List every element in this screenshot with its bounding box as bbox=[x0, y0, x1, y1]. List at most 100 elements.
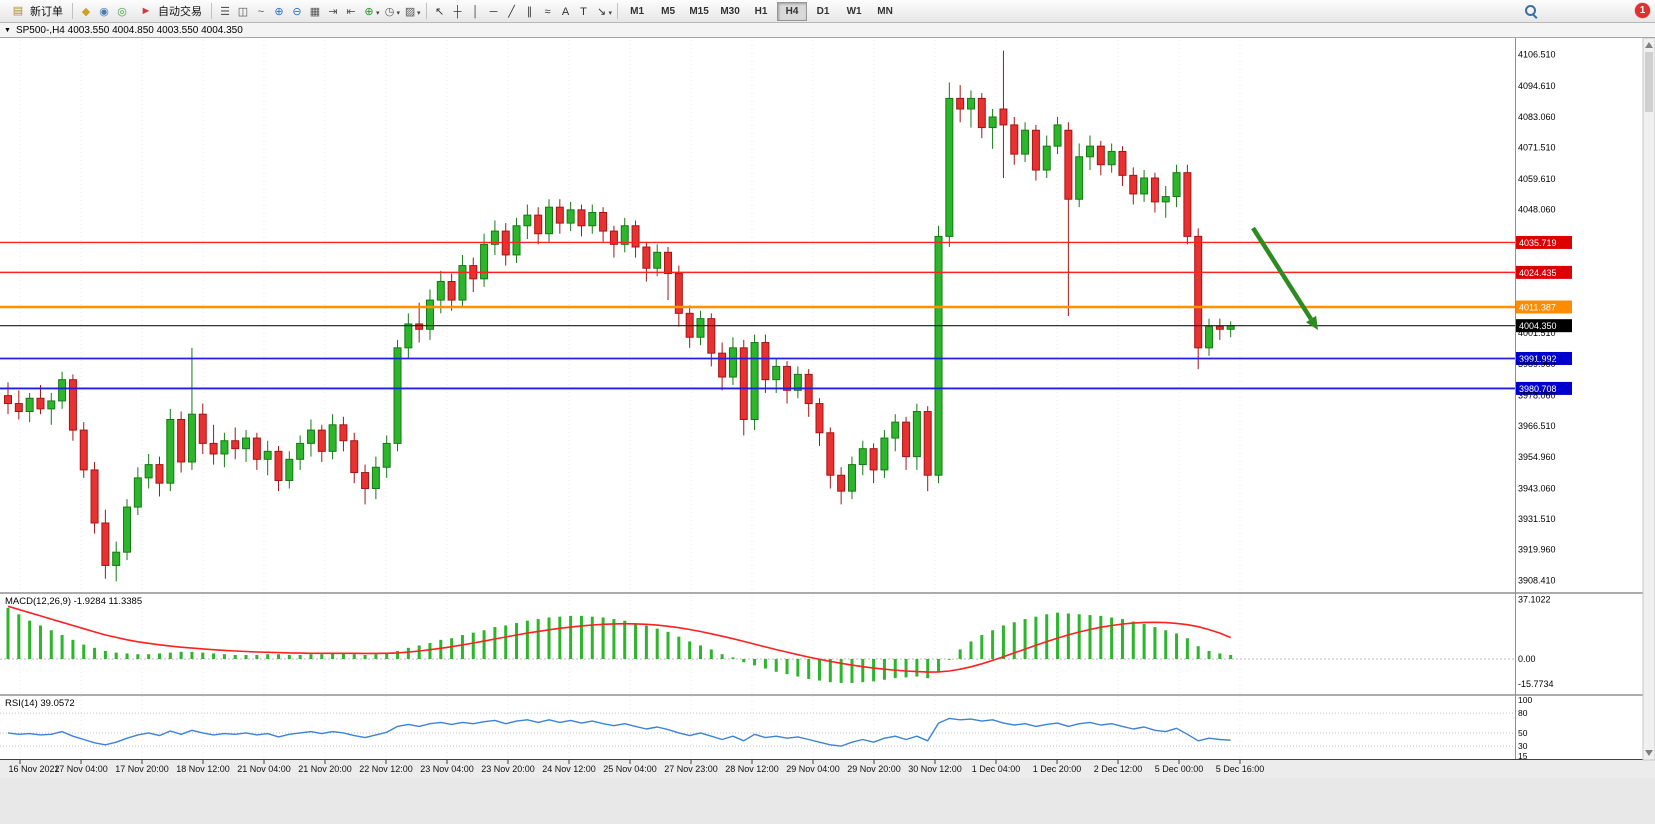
indicators-dropdown-icon[interactable]: ⊕ bbox=[364, 5, 374, 18]
arrow-annotation[interactable] bbox=[1251, 226, 1318, 330]
svg-text:16 Nov 2022: 16 Nov 2022 bbox=[8, 764, 59, 774]
toolbar-separator bbox=[425, 3, 427, 19]
svg-text:2 Dec 12:00: 2 Dec 12:00 bbox=[1094, 764, 1143, 774]
svg-text:4001.510: 4001.510 bbox=[1518, 328, 1556, 338]
svg-text:27 Nov 23:00: 27 Nov 23:00 bbox=[664, 764, 718, 774]
macd-indicator-label: MACD(12,26,9) -1.9284 11.3385 bbox=[5, 596, 143, 607]
svg-text:23 Nov 04:00: 23 Nov 04:00 bbox=[420, 764, 474, 774]
timeframe-w1-button[interactable]: W1 bbox=[846, 5, 862, 17]
svg-text:15: 15 bbox=[1518, 751, 1528, 761]
timeframe-mn-button[interactable]: MN bbox=[877, 5, 893, 17]
accounts-icon[interactable]: ◉ bbox=[99, 5, 109, 18]
svg-text:3978.060: 3978.060 bbox=[1518, 390, 1556, 400]
svg-text:25 Nov 04:00: 25 Nov 04:00 bbox=[603, 764, 657, 774]
arrows-dropdown-icon[interactable]: ↘ bbox=[596, 5, 607, 18]
chart-menu-arrow-icon[interactable]: ▼ bbox=[4, 26, 11, 34]
indicators-dropdown-icon-caret[interactable]: ▾ bbox=[376, 9, 380, 17]
svg-text:4106.510: 4106.510 bbox=[1518, 50, 1556, 60]
timeframe-m30-button[interactable]: M30 bbox=[720, 5, 740, 17]
svg-text:4059.610: 4059.610 bbox=[1518, 174, 1556, 184]
bar-chart-mode-icon[interactable]: ☰ bbox=[220, 5, 230, 18]
chart-titlebar: ▼ SP500-,H4 4003.550 4004.850 4003.550 4… bbox=[0, 23, 1655, 38]
periods-dropdown-icon-caret[interactable]: ▾ bbox=[396, 9, 401, 17]
line-chart-mode-icon[interactable]: ~ bbox=[257, 5, 265, 18]
fibonacci-icon[interactable]: ≈ bbox=[544, 5, 551, 18]
svg-text:17 Nov 20:00: 17 Nov 20:00 bbox=[115, 764, 169, 774]
window-bottom-filler bbox=[0, 778, 1655, 824]
svg-text:18 Nov 12:00: 18 Nov 12:00 bbox=[176, 764, 230, 774]
timeframe-d1-button[interactable]: D1 bbox=[816, 5, 830, 17]
timeframe-h1-button[interactable]: H1 bbox=[754, 5, 768, 17]
horizontal-line-icon[interactable]: ─ bbox=[489, 5, 498, 18]
timeframe-buttons: M1 M5 M15 M30 H1 H4 D1 W1 MN bbox=[622, 1, 900, 21]
vertical-line-icon[interactable]: │ bbox=[472, 5, 479, 18]
svg-text:37.1022: 37.1022 bbox=[1518, 595, 1551, 605]
chart-canvas[interactable]: 4035.719 4024.435 4011.387 3991.992 3980.708… bbox=[0, 38, 1655, 778]
vertical-scrollbar[interactable] bbox=[1642, 38, 1655, 761]
templates-dropdown-icon-caret[interactable]: ▾ bbox=[417, 9, 421, 17]
svg-text:-15.7734: -15.7734 bbox=[1518, 679, 1554, 689]
svg-text:5 Dec 00:00: 5 Dec 00:00 bbox=[1155, 764, 1204, 774]
svg-text:24 Nov 12:00: 24 Nov 12:00 bbox=[542, 764, 596, 774]
search-icon[interactable] bbox=[1523, 3, 1539, 19]
zoom-in-icon[interactable]: ⊕ bbox=[274, 5, 284, 18]
svg-text:3919.960: 3919.960 bbox=[1518, 545, 1556, 555]
main-toolbar: ▤ 新订单 ◆ ◉ ◎ ► 自动交易 ☰ ◫ ~ ⊕ ⊖ ▦ ⇥ ⇤ ⊕ ▾ ◷ ▾ ▨ ▾ ↖ ┼ │ ─ ╱ ∥ ≈ A… bbox=[0, 0, 1655, 23]
cursor-icon[interactable]: ↖ bbox=[434, 5, 445, 18]
svg-text:3943.060: 3943.060 bbox=[1518, 483, 1556, 493]
svg-text:23 Nov 20:00: 23 Nov 20:00 bbox=[481, 764, 535, 774]
new-order-icon: ▤ bbox=[12, 4, 24, 17]
svg-text:4011.387: 4011.387 bbox=[1519, 303, 1556, 313]
scroll-up-icon bbox=[1645, 42, 1653, 48]
crosshair-icon[interactable]: ┼ bbox=[453, 5, 462, 18]
svg-text:3991.992: 3991.992 bbox=[1519, 354, 1557, 364]
svg-text:3931.510: 3931.510 bbox=[1518, 514, 1556, 524]
text-label-icon[interactable]: T bbox=[580, 5, 587, 18]
auto-trading-button[interactable]: ► 自动交易 bbox=[132, 2, 207, 20]
svg-text:0.00: 0.00 bbox=[1518, 654, 1536, 664]
text-icon[interactable]: A bbox=[561, 5, 570, 18]
timeframe-m1-button[interactable]: M1 bbox=[630, 5, 645, 17]
trendline-icon[interactable]: ╱ bbox=[508, 5, 515, 18]
notification-badge[interactable]: 1 bbox=[1635, 3, 1650, 18]
svg-text:21 Nov 04:00: 21 Nov 04:00 bbox=[237, 764, 291, 774]
zoom-out-icon[interactable]: ⊖ bbox=[292, 5, 302, 18]
new-order-button[interactable]: ▤ 新订单 bbox=[4, 2, 68, 20]
svg-text:4083.060: 4083.060 bbox=[1518, 112, 1556, 122]
candlestick-mode-icon[interactable]: ◫ bbox=[237, 5, 249, 18]
svg-text:100: 100 bbox=[1518, 695, 1532, 705]
svg-text:4094.610: 4094.610 bbox=[1518, 81, 1556, 91]
templates-dropdown-icon[interactable]: ▨ bbox=[404, 5, 416, 18]
chart-shift-icon[interactable]: ⇤ bbox=[346, 5, 356, 18]
toolbar-separator bbox=[617, 3, 619, 19]
level-lines[interactable]: 4035.719 4024.435 4011.387 3991.992 3980.708… bbox=[0, 235, 1572, 395]
svg-text:1 Dec 04:00: 1 Dec 04:00 bbox=[972, 764, 1021, 774]
timeframe-h4-button[interactable]: H4 bbox=[777, 1, 808, 21]
svg-text:4035.719: 4035.719 bbox=[1519, 238, 1557, 248]
scroll-down-icon bbox=[1645, 750, 1653, 756]
svg-text:3966.510: 3966.510 bbox=[1518, 421, 1556, 431]
svg-text:17 Nov 04:00: 17 Nov 04:00 bbox=[54, 764, 108, 774]
tile-windows-icon[interactable]: ▦ bbox=[309, 5, 321, 18]
community-icon[interactable]: ◎ bbox=[117, 5, 127, 18]
svg-text:1 Dec 20:00: 1 Dec 20:00 bbox=[1033, 764, 1082, 774]
svg-text:22 Nov 12:00: 22 Nov 12:00 bbox=[359, 764, 413, 774]
periods-dropdown-icon[interactable]: ◷ bbox=[384, 5, 395, 18]
toolbar-drawing-icons: ↖ ┼ │ ─ ╱ ∥ ≈ A T ↘ ▾ bbox=[431, 2, 614, 21]
svg-text:30 Nov 12:00: 30 Nov 12:00 bbox=[908, 764, 962, 774]
timeframe-m15-button[interactable]: M15 bbox=[689, 5, 709, 17]
svg-text:5 Dec 16:00: 5 Dec 16:00 bbox=[1216, 764, 1265, 774]
price-axis: 4106.510 4094.610 4083.060 4071.510 4059.610… bbox=[1518, 50, 1556, 586]
svg-text:29 Nov 04:00: 29 Nov 04:00 bbox=[786, 764, 840, 774]
arrows-dropdown-icon-caret[interactable]: ▾ bbox=[608, 9, 613, 17]
svg-text:28 Nov 12:00: 28 Nov 12:00 bbox=[725, 764, 779, 774]
sound-alert-icon[interactable]: ◆ bbox=[81, 5, 91, 18]
panel-separators[interactable] bbox=[0, 38, 1655, 760]
auto-scroll-icon[interactable]: ⇥ bbox=[328, 5, 338, 18]
timeframe-m5-button[interactable]: M5 bbox=[661, 5, 676, 17]
autotrading-icon: ► bbox=[140, 4, 152, 17]
channel-icon[interactable]: ∥ bbox=[526, 5, 533, 18]
